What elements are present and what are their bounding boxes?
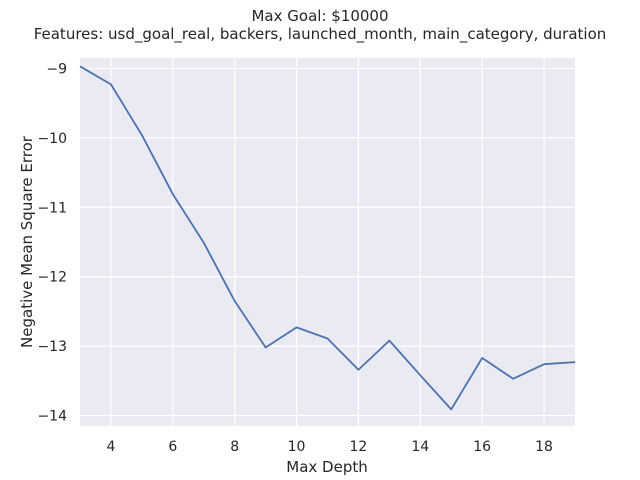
x-tick-label: 4 bbox=[106, 439, 115, 455]
x-tick-label: 10 bbox=[288, 439, 306, 455]
series-group bbox=[79, 65, 576, 411]
y-tick-label: −10 bbox=[37, 131, 67, 147]
x-tick-labels: 4 6 8 10 12 14 16 18 bbox=[106, 439, 553, 455]
x-axis-label: Max Depth bbox=[286, 458, 367, 476]
y-tick-label: −13 bbox=[37, 339, 67, 355]
chart-title: Max Goal: $10000 bbox=[251, 7, 388, 25]
y-tick-label: −9 bbox=[46, 61, 67, 77]
x-tick-label: 16 bbox=[473, 439, 491, 455]
y-tick-label: −14 bbox=[37, 409, 67, 425]
y-tick-label: −12 bbox=[37, 270, 67, 286]
chart-subtitle: Features: usd_goal_real, backers, launch… bbox=[34, 25, 607, 44]
x-tick-label: 8 bbox=[230, 439, 239, 455]
x-tick-label: 6 bbox=[168, 439, 177, 455]
y-tick-label: −11 bbox=[37, 200, 67, 216]
y-axis-label: Negative Mean Square Error bbox=[18, 135, 36, 348]
x-tick-label: 18 bbox=[535, 439, 553, 455]
x-tick-label: 12 bbox=[350, 439, 368, 455]
y-tick-labels: −9 −10 −11 −12 −13 −14 bbox=[37, 61, 67, 424]
series-line bbox=[79, 65, 576, 411]
x-tick-label: 14 bbox=[411, 439, 429, 455]
grid bbox=[80, 58, 575, 426]
